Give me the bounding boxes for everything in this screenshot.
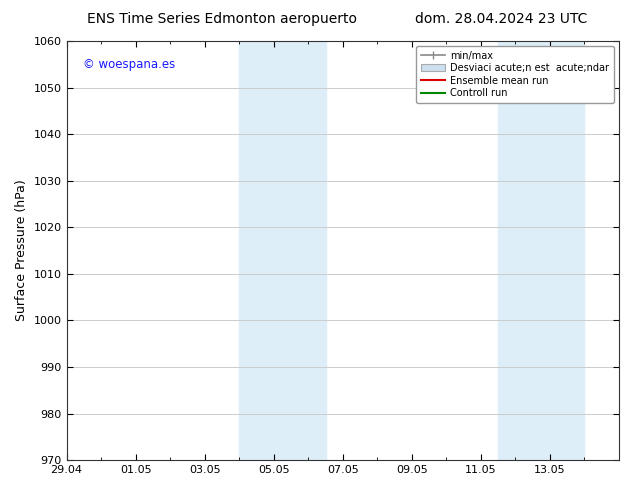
Text: ENS Time Series Edmonton aeropuerto: ENS Time Series Edmonton aeropuerto bbox=[87, 12, 357, 26]
Bar bbox=[239, 41, 325, 460]
Legend: min/max, Desviaci acute;n est  acute;ndar, Ensemble mean run, Controll run: min/max, Desviaci acute;n est acute;ndar… bbox=[417, 46, 614, 103]
Text: dom. 28.04.2024 23 UTC: dom. 28.04.2024 23 UTC bbox=[415, 12, 587, 26]
Bar bbox=[498, 41, 585, 460]
Y-axis label: Surface Pressure (hPa): Surface Pressure (hPa) bbox=[15, 180, 28, 321]
Text: © woespana.es: © woespana.es bbox=[83, 58, 176, 71]
